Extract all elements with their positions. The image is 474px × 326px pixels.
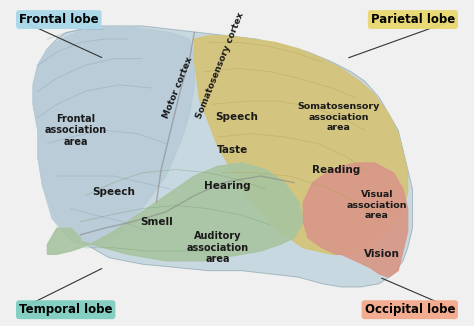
Text: Occipital lobe: Occipital lobe [365, 303, 455, 316]
Text: Visual
association
area: Visual association area [346, 190, 407, 220]
Text: Temporal lobe: Temporal lobe [19, 303, 112, 316]
Polygon shape [194, 36, 408, 254]
Polygon shape [47, 163, 303, 261]
Text: Taste: Taste [217, 145, 248, 155]
Polygon shape [303, 163, 408, 277]
Text: Speech: Speech [92, 187, 135, 197]
Text: Somatosensory cortex: Somatosensory cortex [195, 11, 246, 120]
Polygon shape [33, 26, 194, 248]
Text: Reading: Reading [312, 165, 361, 174]
Text: Auditory
association
area: Auditory association area [187, 231, 249, 264]
Text: Motor cortex: Motor cortex [161, 56, 194, 120]
Text: Parietal lobe: Parietal lobe [371, 13, 455, 26]
Polygon shape [33, 26, 412, 287]
Text: Somatosensory
association
area: Somatosensory association area [298, 102, 380, 132]
Text: Smell: Smell [140, 217, 173, 227]
Text: Vision: Vision [364, 249, 400, 259]
Text: Frontal
association
area: Frontal association area [45, 114, 107, 147]
Text: Frontal lobe: Frontal lobe [19, 13, 99, 26]
Text: Speech: Speech [216, 112, 258, 122]
Text: Hearing: Hearing [204, 181, 251, 191]
